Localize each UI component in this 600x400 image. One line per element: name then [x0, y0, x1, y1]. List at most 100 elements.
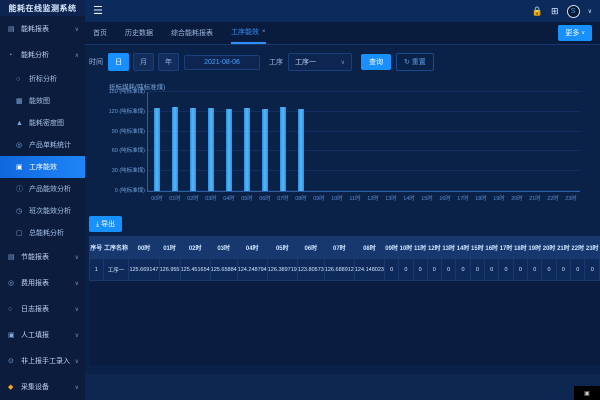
- bar-04时: [226, 109, 232, 191]
- y-tick-label: 120 (吨标准煤): [108, 108, 145, 115]
- period-button-日[interactable]: 日: [108, 53, 129, 71]
- tab-label: 综合能耗报表: [171, 30, 213, 37]
- x-tick-label: 03时: [205, 196, 217, 202]
- sidebar-item-产品能效分析[interactable]: ⓘ 产品能效分析: [0, 178, 85, 200]
- sidebar-item-label: 非上报手工录入: [21, 358, 70, 365]
- gridline: 90 (吨标准煤): [112, 129, 580, 135]
- sidebar-item-费用报表[interactable]: ◎ 费用报表 ∨: [0, 270, 85, 296]
- chart-plot-area: 0 (吨标准煤) 30 (吨标准煤) 60 (吨标准煤) 90 (吨标准煤) 120 (…: [109, 89, 580, 202]
- sidebar-item-能耗报表[interactable]: ▤ 能耗报表 ∨: [0, 16, 85, 42]
- lock-icon[interactable]: 🔒: [531, 5, 544, 16]
- table-cell: 0: [484, 258, 500, 281]
- chart-slot: 09时: [310, 92, 328, 202]
- chart-slot: 07时: [274, 92, 292, 202]
- chevron-down-icon[interactable]: ∨: [587, 8, 592, 15]
- x-tick-label: 23时: [565, 196, 577, 202]
- analysis-icon: ◔: [8, 51, 13, 59]
- y-tick-label: 30 (吨标准煤): [111, 168, 145, 175]
- table-header-cell: 04时: [236, 236, 268, 259]
- table-header-cell: 08时: [353, 236, 385, 259]
- x-tick-label: 16时: [439, 196, 451, 202]
- gridline: 30 (吨标准煤): [112, 168, 580, 174]
- more-button-label: 更多: [565, 30, 580, 37]
- sidebar-item-label: 能效图: [29, 98, 50, 105]
- reset-button[interactable]: ↻ 重置: [396, 53, 434, 71]
- table-cell: 0: [455, 258, 471, 281]
- x-tick-label: 02时: [187, 196, 199, 202]
- chart-slot: 03时: [202, 92, 220, 202]
- table-header-cell: 11时: [412, 236, 428, 259]
- y-tick-label: 150 (吨标准煤): [108, 89, 145, 95]
- chevron-down-icon: ∨: [74, 26, 79, 33]
- chart-slot: 22时: [544, 92, 562, 202]
- sidebar-item-能耗密度图[interactable]: ▲ 能耗密度图: [0, 112, 85, 134]
- chevron-down-icon: ∨: [74, 254, 79, 261]
- grid-icon[interactable]: ⊞: [551, 5, 559, 16]
- sidebar-item-总能耗分析[interactable]: ▢ 总能耗分析: [0, 222, 85, 244]
- bar-02时: [190, 108, 196, 191]
- table-cell: 0: [541, 258, 557, 281]
- chevron-down-icon: ∨: [581, 30, 585, 36]
- chart-slot: 05时: [238, 92, 256, 202]
- sidebar-item-日志报表[interactable]: ○ 日志报表 ∨: [0, 296, 85, 322]
- sidebar-item-label: 产品能效分析: [29, 186, 71, 193]
- sidebar-item-非上报手工录入[interactable]: ⊙ 非上报手工录入 ∨: [0, 348, 85, 374]
- table-header-row: 序号 工序名称 00时 01时 02时 03时 04时 05时 06时 07时 08时 09时 10时 1…: [89, 236, 600, 259]
- x-tick-label: 13时: [385, 196, 397, 202]
- time-filter-label: 时间: [89, 59, 103, 66]
- hamburger-icon[interactable]: ☰: [93, 4, 103, 17]
- chart-slot: 13时: [382, 92, 400, 202]
- tab-综合能耗报表[interactable]: 综合能耗报表: [171, 22, 213, 44]
- sidebar-item-折标分析[interactable]: ○ 折标分析: [0, 68, 85, 90]
- table-cell: 0: [527, 258, 543, 281]
- period-segmented-control: 日月年: [108, 53, 179, 71]
- period-button-年[interactable]: 年: [158, 53, 179, 71]
- chart-slot: 02时: [184, 92, 202, 202]
- close-icon[interactable]: ×: [262, 29, 266, 35]
- tab-历史数据[interactable]: 历史数据: [125, 22, 153, 44]
- sidebar-item-产品单耗统计[interactable]: ◎ 产品单耗统计: [0, 134, 85, 156]
- table-header-cell: 20时: [541, 236, 557, 259]
- sidebar-item-label: 能耗分析: [21, 52, 49, 59]
- table-header-cell: 工序名称: [102, 236, 130, 259]
- sidebar-item-采集设备[interactable]: ◆ 采集设备 ∨: [0, 374, 85, 400]
- sidebar-item-班次能效分析[interactable]: ◷ 班次能效分析: [0, 200, 85, 222]
- corner-overlay-badge: ▣: [574, 386, 600, 400]
- more-button[interactable]: 更多 ∨: [558, 25, 592, 41]
- table-cell: 0: [512, 258, 529, 281]
- bar-08时: [298, 109, 304, 191]
- period-button-月[interactable]: 月: [133, 53, 154, 71]
- table-header-cell: 21时: [555, 236, 572, 259]
- sidebar: 能耗在线监测系统 ▤ 能耗报表 ∨ ◔ 能耗分析 ∧ ○ 折标分析 ▦ 能效图 ▲ 能耗密度图 ◎ 产品单…: [0, 0, 85, 400]
- table-header-cell: 01时: [158, 236, 181, 259]
- chevron-up-icon: ∧: [74, 52, 79, 59]
- process-select[interactable]: 工序一 ∨: [288, 53, 352, 71]
- sidebar-item-label: 总能耗分析: [29, 230, 64, 237]
- export-button[interactable]: ⤓ 导出: [89, 216, 123, 232]
- chart-slot: 06时: [256, 92, 274, 202]
- date-input[interactable]: 2021-08-06: [184, 54, 260, 70]
- chevron-down-icon: ∨: [74, 306, 79, 313]
- tab-工序能效[interactable]: 工序能效 ×: [231, 22, 266, 44]
- chevron-down-icon: ∨: [340, 59, 345, 66]
- sidebar-item-工序能效[interactable]: ▣ 工序能效: [0, 156, 85, 178]
- sidebar-item-人工填报[interactable]: ▣ 人工填报 ∨: [0, 322, 85, 348]
- table-header-cell: 10时: [398, 236, 414, 259]
- topbar: ☰ 🔒 ⊞ S ∨: [85, 0, 600, 22]
- x-tick-label: 00时: [151, 196, 163, 202]
- chart-slot: 19时: [490, 92, 508, 202]
- table-cell: 125.65884: [209, 258, 238, 281]
- sidebar-item-label: 工序能效: [29, 164, 57, 171]
- sidebar-item-label: 折标分析: [29, 76, 57, 83]
- sidebar-item-能耗分析[interactable]: ◔ 能耗分析 ∧: [0, 42, 85, 68]
- sidebar-item-节能报表[interactable]: ▤ 节能报表 ∨: [0, 244, 85, 270]
- main-content: 时间 日月年 2021-08-06 工序 工序一 ∨ 查询 ↻ 重置 折标煤耗(…: [85, 45, 600, 400]
- tab-首页[interactable]: 首页: [93, 22, 107, 44]
- sidebar-item-label: 采集设备: [21, 384, 49, 391]
- table-header-cell: 06时: [296, 236, 325, 259]
- avatar[interactable]: S: [566, 4, 580, 18]
- table-cell: 125.451654: [179, 258, 211, 281]
- search-button[interactable]: 查询: [361, 54, 391, 70]
- gridline: 150 (吨标准煤): [109, 89, 580, 95]
- sidebar-item-能效图[interactable]: ▦ 能效图: [0, 90, 85, 112]
